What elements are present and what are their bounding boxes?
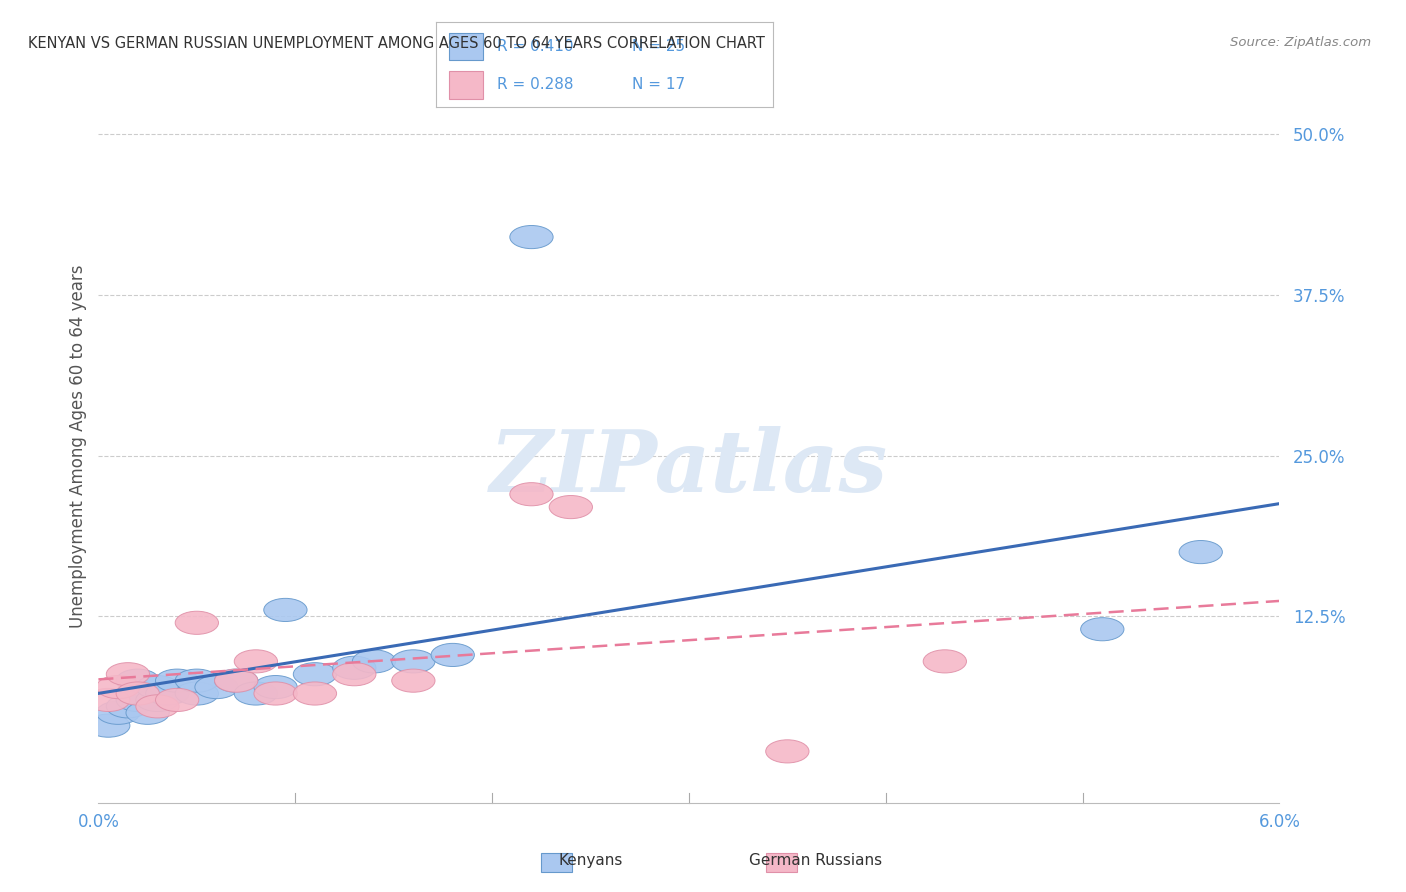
Ellipse shape: [156, 689, 198, 712]
Ellipse shape: [333, 657, 375, 680]
Ellipse shape: [107, 695, 149, 718]
Ellipse shape: [117, 669, 159, 692]
Ellipse shape: [510, 483, 553, 506]
Ellipse shape: [215, 669, 257, 692]
Ellipse shape: [766, 739, 808, 763]
Ellipse shape: [294, 682, 336, 705]
Ellipse shape: [510, 226, 553, 249]
Ellipse shape: [107, 663, 149, 686]
Ellipse shape: [235, 649, 277, 673]
Ellipse shape: [195, 675, 238, 698]
Ellipse shape: [550, 495, 592, 518]
Ellipse shape: [254, 682, 297, 705]
Ellipse shape: [136, 695, 179, 718]
Ellipse shape: [235, 682, 277, 705]
Text: R = 0.410: R = 0.410: [496, 38, 574, 54]
Text: German Russians: German Russians: [749, 854, 882, 868]
Ellipse shape: [87, 714, 129, 737]
Text: N = 25: N = 25: [631, 38, 685, 54]
Ellipse shape: [254, 675, 297, 698]
FancyBboxPatch shape: [450, 33, 484, 61]
Ellipse shape: [1180, 541, 1222, 564]
Ellipse shape: [97, 675, 139, 698]
Text: Kenyans: Kenyans: [558, 854, 623, 868]
Ellipse shape: [215, 669, 257, 692]
Ellipse shape: [97, 701, 139, 724]
Ellipse shape: [392, 669, 434, 692]
Ellipse shape: [333, 663, 375, 686]
Ellipse shape: [117, 682, 159, 705]
Ellipse shape: [87, 689, 129, 712]
Ellipse shape: [432, 643, 474, 666]
Text: KENYAN VS GERMAN RUSSIAN UNEMPLOYMENT AMONG AGES 60 TO 64 YEARS CORRELATION CHAR: KENYAN VS GERMAN RUSSIAN UNEMPLOYMENT AM…: [28, 36, 765, 51]
Ellipse shape: [294, 663, 336, 686]
Ellipse shape: [1081, 617, 1123, 640]
Ellipse shape: [146, 682, 188, 705]
Ellipse shape: [156, 669, 198, 692]
Ellipse shape: [117, 689, 159, 712]
Ellipse shape: [136, 675, 179, 698]
Ellipse shape: [264, 599, 307, 622]
Ellipse shape: [136, 689, 179, 712]
Ellipse shape: [176, 682, 218, 705]
Ellipse shape: [392, 649, 434, 673]
Ellipse shape: [353, 649, 395, 673]
Text: R = 0.288: R = 0.288: [496, 77, 574, 92]
Ellipse shape: [924, 649, 966, 673]
Ellipse shape: [127, 701, 169, 724]
Ellipse shape: [176, 669, 218, 692]
Y-axis label: Unemployment Among Ages 60 to 64 years: Unemployment Among Ages 60 to 64 years: [69, 264, 87, 628]
Text: N = 17: N = 17: [631, 77, 685, 92]
FancyBboxPatch shape: [450, 71, 484, 99]
Text: Source: ZipAtlas.com: Source: ZipAtlas.com: [1230, 36, 1371, 49]
Text: ZIPatlas: ZIPatlas: [489, 425, 889, 509]
Ellipse shape: [176, 611, 218, 634]
